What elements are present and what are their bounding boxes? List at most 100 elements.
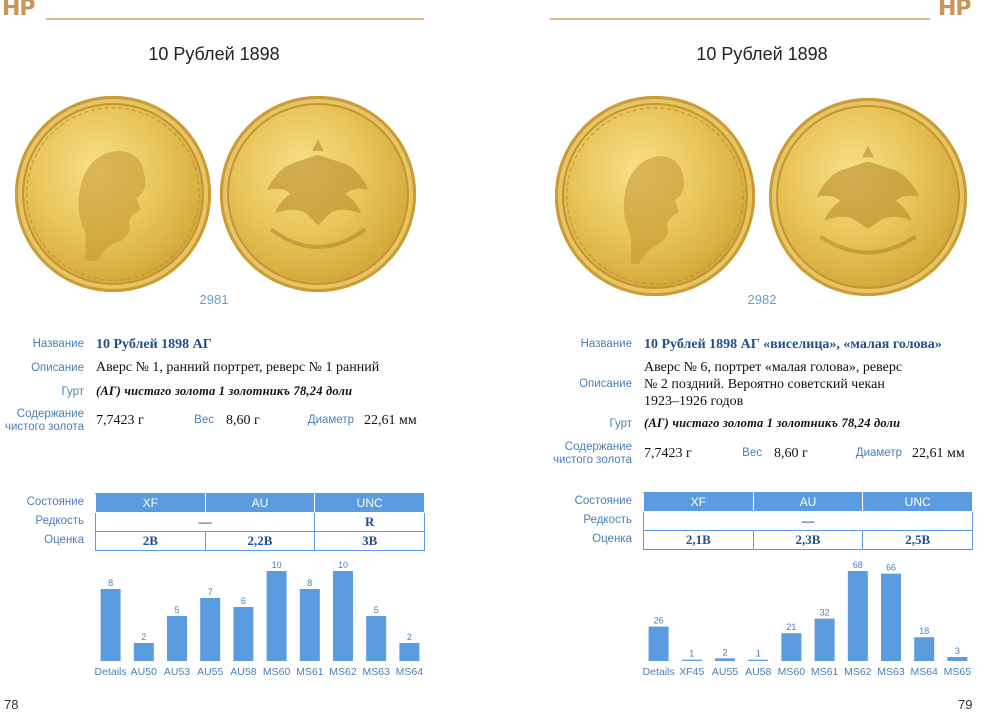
label-gold-content: Содержание чистого золота: [4, 408, 84, 433]
left-page: НР 10 Рублей 1898 2981 Название 10 Рубле…: [2, 0, 425, 712]
category-tick-label: MS64: [910, 666, 938, 678]
coin-reverse-image: [769, 98, 967, 296]
category-tick-label: AU55: [197, 666, 223, 678]
bar-value-label: 5: [174, 605, 179, 615]
grade-header-au: AU: [752, 492, 864, 512]
coin-description: Аверс № 1, ранний портрет, реверс № 1 ра…: [96, 360, 380, 375]
bar-details: [648, 626, 669, 661]
bar-value-label: 2: [722, 647, 727, 657]
header-rule: [550, 18, 930, 20]
category-tick-label: MS63: [362, 666, 390, 678]
portrait-icon: [26, 107, 200, 281]
bar-value-label: 1: [689, 649, 694, 659]
condition-header-row: XF AU UNC: [643, 492, 973, 512]
label-estimate: Оценка: [44, 534, 84, 546]
bar-value-label: 3: [955, 646, 960, 656]
edge-inscription: (АГ) чистаго золота 1 золотникъ 78,24 до…: [96, 384, 353, 398]
portrait-icon: [566, 107, 744, 285]
coin-obverse-image: [15, 96, 211, 292]
catalog-number: 2981: [199, 292, 229, 307]
bar-au58: [748, 659, 769, 661]
grade-header-unc: UNC: [314, 493, 425, 513]
bar-ms61: [299, 589, 320, 661]
grade-header-unc: UNC: [862, 492, 973, 512]
bar-value-label: 5: [374, 605, 379, 615]
coin-reverse-image: [220, 96, 416, 292]
label-diameter: Диаметр: [855, 447, 902, 459]
label-condition: Состояние: [26, 496, 84, 508]
bar-value-label: 68: [853, 560, 863, 570]
category-tick-label: AU58: [745, 666, 771, 678]
double-eagle-icon: [816, 145, 920, 255]
weight-value: 8,60 г: [226, 413, 260, 428]
bar-value-label: 2: [141, 632, 146, 642]
label-description: Описание: [31, 362, 84, 374]
rarity-all: —: [643, 511, 973, 531]
estimate-au: 2,2В: [204, 531, 316, 551]
diameter-value: 22,61 мм: [364, 413, 417, 428]
estimate-row: 2В 2,2В 3В: [95, 531, 425, 551]
bar-ms64: [399, 643, 420, 661]
bar-au55: [200, 598, 221, 661]
category-tick-label: MS62: [329, 666, 357, 678]
right-page: НР 10 Рублей 1898 2982 Название 10 Рубле…: [498, 0, 996, 715]
diameter-value: 22,61 мм: [912, 446, 965, 461]
category-tick-label: MS62: [844, 666, 872, 678]
category-tick-label: MS61: [296, 666, 324, 678]
gold-content-value: 7,7423 г: [644, 446, 692, 461]
category-tick-label: XF45: [679, 666, 704, 678]
bar-au53: [167, 616, 187, 661]
estimate-unc: 2,5В: [862, 530, 973, 550]
bar-ms62: [333, 571, 353, 661]
condition-header-row: XF AU UNC: [95, 493, 425, 513]
category-tick-label: MS60: [263, 666, 291, 678]
gold-content-value: 7,7423 г: [96, 413, 144, 428]
edge-inscription: (АГ) чистаго золота 1 золотникъ 78,24 до…: [644, 416, 901, 430]
weight-value: 8,60 г: [774, 446, 808, 461]
bar-ms60: [266, 571, 287, 661]
category-tick-label: MS63: [877, 666, 905, 678]
bar-value-label: 2: [407, 632, 412, 642]
label-weight: Вес: [194, 414, 214, 426]
bar-au58: [233, 607, 254, 661]
label-weight: Вес: [742, 447, 762, 459]
category-tick-label: MS64: [396, 666, 424, 678]
estimate-xf: 2,1В: [643, 530, 754, 550]
page-number: 78: [4, 697, 19, 712]
category-tick-label: MS60: [778, 666, 806, 678]
population-chart: 8 Details 2 AU50 5 AU53 7 AU55 6 AU58 10 MS60 8 MS61 1…: [95, 560, 424, 678]
grade-header-xf: XF: [643, 492, 754, 512]
bar-value-label: 7: [208, 587, 213, 597]
label-gold-content: Содержание чистого золота: [552, 441, 632, 466]
label-rarity: Редкость: [583, 514, 632, 526]
estimate-xf: 2В: [95, 531, 206, 551]
category-tick-label: MS61: [811, 666, 839, 678]
bar-ms65: [947, 657, 968, 661]
label-name: Название: [32, 338, 84, 350]
coin-name: 10 Рублей 1898 АГ «виселица», «малая гол…: [644, 337, 942, 352]
coin-name: 10 Рублей 1898 АГ: [96, 337, 212, 352]
header-rule: [46, 18, 424, 20]
bar-value-label: 10: [272, 560, 282, 570]
bar-ms63: [881, 573, 901, 661]
category-tick-label: Details: [95, 666, 127, 678]
category-tick-label: AU53: [164, 666, 190, 678]
bar-value-label: 26: [654, 616, 664, 626]
publisher-logo: НР: [2, 0, 36, 21]
label-condition: Состояние: [574, 495, 632, 507]
category-tick-label: AU50: [131, 666, 157, 678]
catalog-number: 2982: [747, 292, 777, 307]
bar-au50: [133, 643, 154, 661]
bar-value-label: 66: [886, 563, 896, 573]
bar-ms64: [914, 637, 935, 661]
bar-details: [100, 589, 121, 661]
bar-value-label: 10: [338, 560, 348, 570]
double-eagle-icon: [267, 139, 369, 249]
estimate-row: 2,1В 2,3В 2,5В: [643, 530, 973, 550]
grade-header-au: AU: [204, 493, 316, 513]
bar-au55: [715, 658, 735, 661]
label-rarity: Редкость: [35, 515, 84, 527]
category-tick-label: AU58: [230, 666, 256, 678]
category-tick-label: AU55: [712, 666, 738, 678]
grade-header-xf: XF: [95, 493, 206, 513]
